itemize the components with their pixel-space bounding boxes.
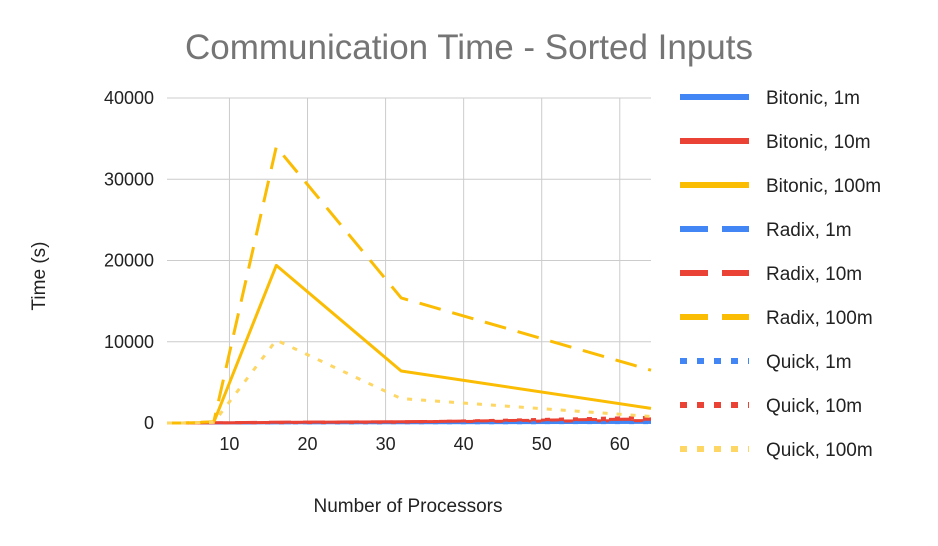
y-tick-label: 0 — [144, 413, 154, 433]
chart-title: Communication Time - Sorted Inputs — [185, 28, 753, 67]
y-axis-label: Time (s) — [29, 242, 50, 311]
y-axis-ticks: 0 10000 20000 30000 40000 — [104, 88, 154, 433]
legend-label-2: Bitonic, 100m — [766, 176, 881, 197]
x-tick-label: 20 — [298, 434, 318, 454]
legend-label-6: Quick, 1m — [766, 352, 852, 373]
x-tick-label: 10 — [219, 434, 239, 454]
series-line-5 — [167, 145, 652, 425]
x-tick-label: 40 — [454, 434, 474, 454]
x-axis-ticks: 10 20 30 40 50 60 — [219, 434, 629, 454]
series-line-8 — [167, 338, 652, 425]
y-tick-label: 20000 — [104, 251, 154, 271]
legend-label-0: Bitonic, 1m — [766, 88, 860, 109]
x-tick-label: 50 — [532, 434, 552, 454]
legend-label-4: Radix, 10m — [766, 264, 862, 285]
legend-label-8: Quick, 100m — [766, 440, 873, 461]
legend-label-1: Bitonic, 10m — [766, 132, 871, 153]
legend-label-5: Radix, 100m — [766, 308, 873, 329]
y-tick-label: 30000 — [104, 169, 154, 189]
x-tick-label: 60 — [610, 434, 630, 454]
x-tick-label: 30 — [376, 434, 396, 454]
legend-label-3: Radix, 1m — [766, 220, 852, 241]
legend: Bitonic, 1m Bitonic, 10m Bitonic, 100m Radi… — [680, 88, 881, 461]
legend-label-7: Quick, 10m — [766, 396, 862, 417]
series-lines — [167, 145, 652, 425]
y-tick-label: 40000 — [104, 88, 154, 108]
y-tick-label: 10000 — [104, 332, 154, 352]
grid — [167, 97, 651, 424]
x-axis-label: Number of Processors — [313, 496, 502, 517]
